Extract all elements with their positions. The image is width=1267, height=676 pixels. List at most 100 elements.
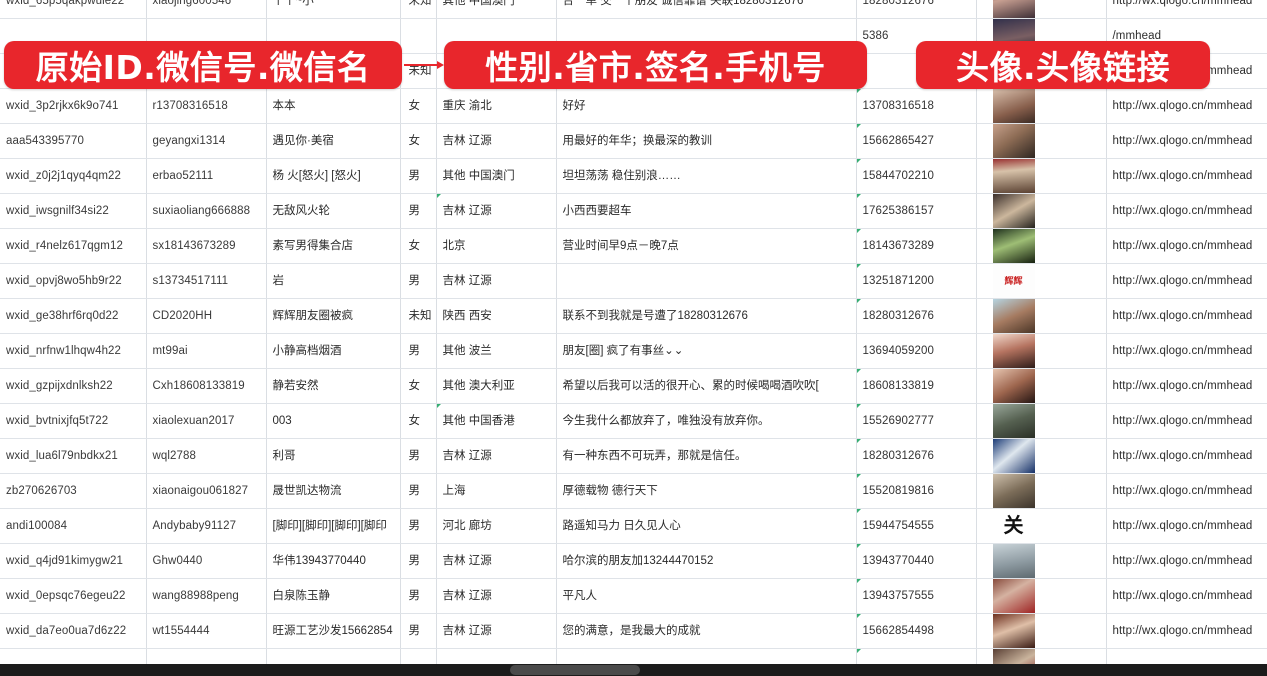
cell-phone[interactable]: 15520819816 bbox=[856, 473, 977, 509]
table-row[interactable]: wxid_iwsgnilf34si22 suxiaoliang666888 无敌… bbox=[0, 193, 1267, 229]
cell-gender[interactable]: 男 bbox=[400, 543, 437, 579]
cell-avatar[interactable] bbox=[976, 578, 1107, 614]
cell-avatar[interactable] bbox=[976, 158, 1107, 194]
cell-signature[interactable]: 希望以后我可以活的很开心、累的时候喝喝酒吹吹[ bbox=[556, 368, 857, 404]
cell-phone[interactable]: 17625386157 bbox=[856, 193, 977, 229]
table-row[interactable]: wxid_3p2rjkx6k9o741 r13708316518 本本 女 重庆… bbox=[0, 88, 1267, 124]
cell-wechat-id[interactable]: Andybaby91127 bbox=[146, 508, 267, 544]
table-row[interactable]: wxid_lua6l79nbdkx21 wql2788 利哥 男 吉林 辽源 有… bbox=[0, 438, 1267, 474]
cell-phone[interactable]: 13694059200 bbox=[856, 333, 977, 369]
cell-signature[interactable]: 路遥知马力 日久见人心 bbox=[556, 508, 857, 544]
cell-phone[interactable]: 13708316518 bbox=[856, 88, 977, 124]
cell-avatar-url[interactable]: http://wx.qlogo.cn/mmhead bbox=[1106, 403, 1267, 439]
cell-original-id[interactable]: aaa543395770 bbox=[0, 123, 147, 159]
table-row[interactable]: wxid_bvtnixjfq5t722 xiaolexuan2017 003 女… bbox=[0, 403, 1267, 439]
table-row[interactable]: wxid_ge38hrf6rq0d22 CD2020HH 辉辉朋友圈被疯 未知 … bbox=[0, 298, 1267, 334]
cell-signature[interactable]: 哈尔滨的朋友加13244470152 bbox=[556, 543, 857, 579]
cell-wechat-id[interactable]: r13708316518 bbox=[146, 88, 267, 124]
cell-province[interactable]: 吉林 辽源 bbox=[436, 438, 557, 474]
cell-original-id[interactable]: wxid_da7eo0ua7d6z22 bbox=[0, 613, 147, 649]
cell-avatar-url[interactable]: http://wx.qlogo.cn/mmhead bbox=[1106, 123, 1267, 159]
cell-phone[interactable]: 18143673289 bbox=[856, 228, 977, 264]
cell-original-id[interactable]: andi100084 bbox=[0, 508, 147, 544]
cell-wechat-id[interactable]: suxiaoliang666888 bbox=[146, 193, 267, 229]
cell-avatar-url[interactable]: http://wx.qlogo.cn/mmhead bbox=[1106, 438, 1267, 474]
cell-gender[interactable]: 男 bbox=[400, 578, 437, 614]
cell-gender[interactable]: 男 bbox=[400, 473, 437, 509]
cell-signature[interactable]: 小西西要超车 bbox=[556, 193, 857, 229]
cell-wechat-id[interactable]: xiaolexuan2017 bbox=[146, 403, 267, 439]
cell-wechat-name[interactable]: 岩 bbox=[266, 263, 401, 299]
cell-gender[interactable]: 男 bbox=[400, 508, 437, 544]
cell-avatar-url[interactable]: http://wx.qlogo.cn/mmhead bbox=[1106, 88, 1267, 124]
cell-wechat-name[interactable]: 丫丫~小 bbox=[266, 0, 401, 19]
cell-wechat-id[interactable]: geyangxi1314 bbox=[146, 123, 267, 159]
cell-signature[interactable]: 联系不到我就是号遭了18280312676 bbox=[556, 298, 857, 334]
cell-gender[interactable] bbox=[400, 18, 437, 54]
cell-phone[interactable]: 13943757555 bbox=[856, 578, 977, 614]
cell-original-id[interactable]: zb270626703 bbox=[0, 473, 147, 509]
cell-avatar[interactable] bbox=[976, 123, 1107, 159]
cell-avatar-url[interactable]: http://wx.qlogo.cn/mmhead bbox=[1106, 228, 1267, 264]
cell-wechat-id[interactable]: Ghw0440 bbox=[146, 543, 267, 579]
cell-province[interactable]: 其他 波兰 bbox=[436, 333, 557, 369]
cell-wechat-id[interactable]: s13734517111 bbox=[146, 263, 267, 299]
cell-wechat-name[interactable]: [脚印][脚印][脚印][脚印 bbox=[266, 508, 401, 544]
cell-phone[interactable]: 15662865427 bbox=[856, 123, 977, 159]
table-row[interactable]: wxid_opvj8wo5hb9r22 s13734517111 岩 男 吉林 … bbox=[0, 263, 1267, 299]
table-row[interactable]: wxid_da7eo0ua7d6z22 wt1554444 旺源工艺沙发1566… bbox=[0, 613, 1267, 649]
cell-avatar-url[interactable]: http://wx.qlogo.cn/mmhead bbox=[1106, 578, 1267, 614]
cell-avatar-url[interactable]: http://wx.qlogo.cn/mmhead bbox=[1106, 333, 1267, 369]
cell-avatar-url[interactable]: http://wx.qlogo.cn/mmhead bbox=[1106, 193, 1267, 229]
cell-signature[interactable]: 用最好的年华；换最深的教训 bbox=[556, 123, 857, 159]
cell-phone[interactable]: 15944754555 bbox=[856, 508, 977, 544]
cell-province[interactable]: 其他 澳大利亚 bbox=[436, 368, 557, 404]
cell-phone[interactable]: 15844702210 bbox=[856, 158, 977, 194]
cell-wechat-name[interactable]: 杨 火[怒火] [怒火] bbox=[266, 158, 401, 194]
cell-signature[interactable]: 今生我什么都放弃了，唯独没有放弃你。 bbox=[556, 403, 857, 439]
cell-province[interactable]: 陕西 西安 bbox=[436, 298, 557, 334]
cell-avatar[interactable]: 关 bbox=[976, 508, 1107, 544]
cell-wechat-id[interactable]: wql2788 bbox=[146, 438, 267, 474]
cell-wechat-name[interactable]: 利哥 bbox=[266, 438, 401, 474]
cell-province[interactable]: 吉林 辽源 bbox=[436, 123, 557, 159]
table-row[interactable]: wxid_r4nelz617qgm12 sx18143673289 素写男得集合… bbox=[0, 228, 1267, 264]
cell-phone[interactable]: 18280312676 bbox=[856, 298, 977, 334]
cell-gender[interactable]: 未知 bbox=[400, 0, 437, 19]
cell-avatar[interactable] bbox=[976, 368, 1107, 404]
cell-gender[interactable]: 男 bbox=[400, 438, 437, 474]
cell-avatar-url[interactable]: http://wx.qlogo.cn/mmhead bbox=[1106, 368, 1267, 404]
cell-signature[interactable]: 厚德载物 德行天下 bbox=[556, 473, 857, 509]
cell-province[interactable]: 吉林 辽源 bbox=[436, 543, 557, 579]
cell-avatar[interactable] bbox=[976, 403, 1107, 439]
cell-province[interactable]: 其他 中国澳门 bbox=[436, 0, 557, 19]
cell-avatar-url[interactable]: http://wx.qlogo.cn/mmhead bbox=[1106, 298, 1267, 334]
scrollbar-thumb[interactable] bbox=[510, 665, 640, 675]
cell-wechat-name[interactable]: 素写男得集合店 bbox=[266, 228, 401, 264]
table-row[interactable]: andi100084 Andybaby91127 [脚印][脚印][脚印][脚印… bbox=[0, 508, 1267, 544]
cell-gender[interactable]: 未知 bbox=[400, 298, 437, 334]
table-row[interactable]: wxid_65p5qakpwuie22 xiaojing600546 丫丫~小 … bbox=[0, 0, 1267, 19]
cell-avatar[interactable] bbox=[976, 473, 1107, 509]
cell-wechat-id[interactable]: xiaonaigou061827 bbox=[146, 473, 267, 509]
cell-avatar[interactable] bbox=[976, 88, 1107, 124]
horizontal-scrollbar[interactable] bbox=[0, 664, 1267, 676]
cell-wechat-name[interactable]: 小静高档烟酒 bbox=[266, 333, 401, 369]
cell-wechat-id[interactable]: wang88988peng bbox=[146, 578, 267, 614]
cell-wechat-name[interactable]: 白泉陈玉静 bbox=[266, 578, 401, 614]
cell-gender[interactable]: 男 bbox=[400, 263, 437, 299]
cell-gender[interactable]: 女 bbox=[400, 123, 437, 159]
cell-phone[interactable]: 15526902777 bbox=[856, 403, 977, 439]
cell-gender[interactable]: 女 bbox=[400, 228, 437, 264]
cell-avatar-url[interactable]: http://wx.qlogo.cn/mmhead bbox=[1106, 473, 1267, 509]
cell-wechat-id[interactable]: Cxh18608133819 bbox=[146, 368, 267, 404]
cell-avatar[interactable] bbox=[976, 0, 1107, 19]
cell-wechat-name[interactable]: 旺源工艺沙发15662854 bbox=[266, 613, 401, 649]
cell-wechat-name[interactable]: 003 bbox=[266, 403, 401, 439]
cell-wechat-id[interactable]: wt1554444 bbox=[146, 613, 267, 649]
cell-avatar-url[interactable]: http://wx.qlogo.cn/mmhead bbox=[1106, 508, 1267, 544]
table-row[interactable]: zb270626703 xiaonaigou061827 晟世凯达物流 男 上海… bbox=[0, 473, 1267, 509]
cell-province[interactable]: 吉林 辽源 bbox=[436, 263, 557, 299]
cell-gender[interactable]: 女 bbox=[400, 88, 437, 124]
cell-avatar-url[interactable]: http://wx.qlogo.cn/mmhead bbox=[1106, 158, 1267, 194]
